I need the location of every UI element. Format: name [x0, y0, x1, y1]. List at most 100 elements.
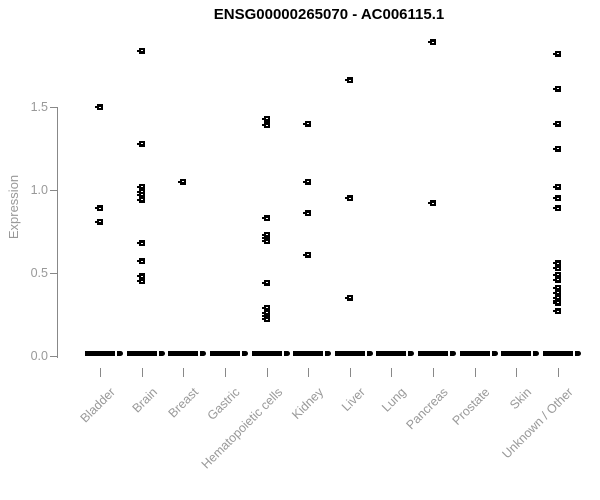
data-point	[95, 104, 103, 110]
zero-stack-point	[450, 351, 456, 356]
data-point	[553, 205, 561, 212]
data-point	[303, 251, 311, 258]
data-point	[553, 195, 561, 202]
x-tick-mark	[433, 368, 434, 377]
x-tick-mark	[558, 368, 559, 377]
zero-stack-bar	[418, 351, 448, 356]
x-tick-mark	[225, 368, 226, 377]
data-point	[262, 316, 270, 323]
x-category-label: Kidney	[288, 385, 326, 422]
data-point	[303, 178, 311, 185]
zero-stack-bar	[543, 351, 573, 356]
data-point	[553, 299, 561, 306]
data-point	[303, 120, 311, 127]
data-point	[345, 77, 353, 84]
y-tick-label: 0.5	[30, 266, 48, 280]
data-point	[553, 294, 561, 301]
zero-stack-point	[533, 351, 539, 356]
data-point	[262, 122, 270, 129]
x-category-label: Brain	[129, 385, 160, 416]
zero-stack-point	[408, 351, 414, 356]
y-tick-label: 1.5	[30, 100, 48, 114]
data-point	[137, 191, 145, 198]
data-point	[553, 183, 561, 190]
data-point	[262, 115, 270, 122]
x-tick-mark	[142, 368, 143, 377]
data-point	[262, 231, 270, 238]
data-point	[262, 279, 270, 286]
zero-stack-bar	[376, 351, 406, 356]
zero-stack-point	[367, 351, 373, 356]
x-category-label: Pancreas	[403, 385, 451, 433]
x-category-label: Breast	[165, 385, 201, 421]
data-point	[345, 195, 353, 202]
data-point	[553, 50, 561, 57]
data-point	[262, 215, 270, 222]
data-point	[137, 273, 145, 280]
zero-stack-bar	[252, 351, 282, 356]
zero-stack-point	[159, 351, 165, 356]
data-point	[303, 210, 311, 217]
x-category-label: Liver	[338, 385, 368, 415]
data-point	[137, 140, 145, 147]
x-category-label: Gastric	[205, 385, 243, 423]
zero-stack-point	[117, 351, 123, 356]
x-tick-mark	[516, 368, 517, 377]
x-tick-mark	[308, 368, 309, 377]
data-point	[137, 278, 145, 285]
data-point	[553, 85, 561, 92]
data-point	[553, 308, 561, 315]
data-point	[137, 188, 145, 195]
data-point	[262, 238, 270, 245]
y-tick-label: 0.0	[30, 349, 48, 363]
data-point	[553, 289, 561, 296]
y-axis-label: Expression	[6, 174, 21, 240]
zero-stack-point	[575, 351, 581, 356]
data-point	[137, 196, 145, 203]
x-category-label: Bladder	[77, 385, 118, 426]
data-point	[137, 240, 145, 247]
data-point	[553, 260, 561, 267]
zero-stack-bar	[335, 351, 365, 356]
y-tick-label: 1.0	[30, 183, 48, 197]
y-axis-line	[57, 107, 58, 358]
data-point	[178, 178, 186, 185]
data-point	[95, 218, 103, 225]
data-point	[553, 276, 561, 283]
data-point	[553, 120, 561, 127]
data-point	[137, 47, 145, 54]
data-point	[553, 271, 561, 278]
data-point	[137, 258, 145, 265]
y-tick-mark	[50, 106, 57, 108]
zero-stack-bar	[127, 351, 157, 356]
zero-stack-point	[242, 351, 248, 356]
x-category-label: Prostate	[450, 385, 493, 428]
data-point	[262, 235, 270, 242]
y-tick-mark	[50, 189, 57, 191]
data-point	[345, 294, 353, 301]
zero-stack-bar	[85, 351, 115, 356]
zero-stack-point	[492, 351, 498, 356]
data-point	[262, 309, 270, 316]
x-tick-mark	[391, 368, 392, 377]
data-point	[137, 183, 145, 190]
x-tick-mark	[350, 368, 351, 377]
y-tick-mark	[50, 355, 57, 357]
data-point	[262, 304, 270, 311]
x-category-label: Hematopoietic cells	[198, 385, 285, 472]
zero-stack-point	[325, 351, 331, 356]
zero-stack-point	[284, 351, 290, 356]
zero-stack-bar	[168, 351, 198, 356]
x-tick-mark	[267, 368, 268, 377]
x-tick-mark	[183, 368, 184, 377]
x-tick-mark	[475, 368, 476, 377]
chart-title: ENSG00000265070 - AC006115.1	[213, 6, 445, 23]
data-point	[262, 313, 270, 320]
zero-stack-bar	[460, 351, 490, 356]
x-category-label: Skin	[506, 385, 534, 413]
x-category-label: Lung	[379, 385, 409, 415]
data-point	[553, 284, 561, 291]
data-point	[553, 265, 561, 272]
data-point	[428, 39, 436, 46]
